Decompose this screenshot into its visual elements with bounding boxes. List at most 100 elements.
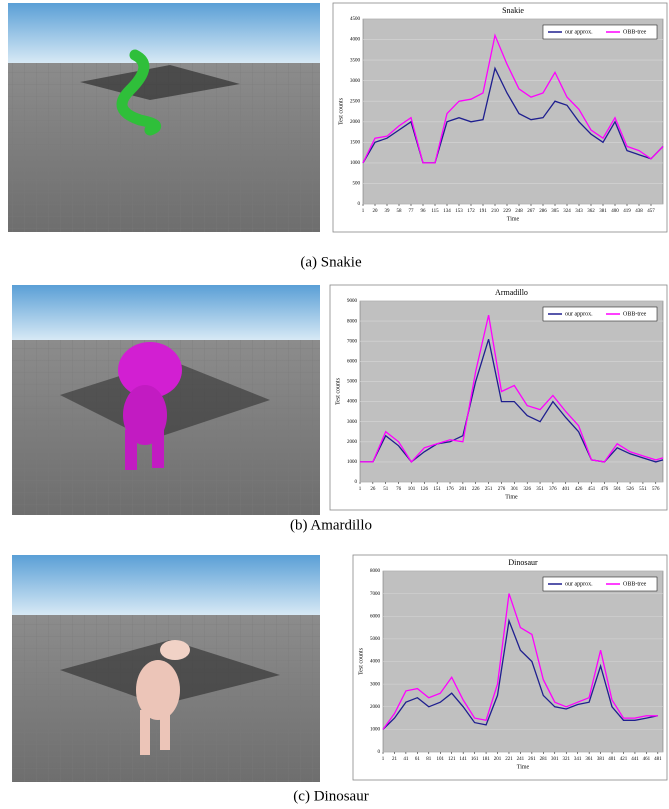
x-tick-label: 251 <box>485 487 493 492</box>
x-axis-label: Time <box>517 764 530 770</box>
x-tick-label: 161 <box>471 757 479 762</box>
x-tick-label: 321 <box>562 757 570 762</box>
x-tick-label: 248 <box>515 209 523 214</box>
y-tick-label: 2000 <box>350 120 361 125</box>
x-tick-label: 141 <box>459 757 467 762</box>
x-tick-label: 301 <box>511 487 519 492</box>
x-axis-label: Time <box>505 494 518 500</box>
x-tick-label: 126 <box>421 487 429 492</box>
y-tick-label: 1000 <box>350 161 361 166</box>
y-tick-label: 4000 <box>350 38 361 43</box>
y-tick-label: 3000 <box>347 420 358 425</box>
x-tick-label: 101 <box>437 757 445 762</box>
y-tick-label: 8000 <box>370 569 381 574</box>
chart: Snakie0500100015002000250030003500400045… <box>333 3 667 232</box>
y-tick-label: 7000 <box>370 592 381 597</box>
x-tick-label: 324 <box>563 209 571 214</box>
x-tick-label: 58 <box>397 209 403 214</box>
legend-label: our approx. <box>565 29 593 35</box>
y-tick-label: 6000 <box>347 359 358 364</box>
x-tick-label: 61 <box>415 757 421 762</box>
x-tick-label: 361 <box>585 757 593 762</box>
screenshot <box>12 555 320 782</box>
y-tick-label: 2000 <box>347 440 358 445</box>
y-tick-label: 3000 <box>350 79 361 84</box>
chart-title: Snakie <box>502 6 524 15</box>
y-tick-label: 3000 <box>370 682 381 687</box>
x-tick-label: 115 <box>431 209 439 214</box>
x-tick-label: 41 <box>403 757 409 762</box>
y-tick-label: 2000 <box>370 705 381 710</box>
x-tick-label: 76 <box>396 487 402 492</box>
x-tick-label: 401 <box>608 757 616 762</box>
x-tick-label: 181 <box>482 757 490 762</box>
y-tick-label: 9000 <box>347 299 358 304</box>
x-tick-label: 351 <box>536 487 544 492</box>
chart: Armadillo0100020003000400050006000700080… <box>330 285 667 510</box>
chart-title: Dinosaur <box>508 558 538 567</box>
x-tick-label: 481 <box>654 757 662 762</box>
x-tick-label: 81 <box>426 757 432 762</box>
x-tick-label: 343 <box>575 209 583 214</box>
y-axis-label: Test counts <box>335 377 341 405</box>
x-tick-label: 26 <box>370 487 376 492</box>
x-tick-label: 21 <box>392 757 398 762</box>
chart: Dinosaur01000200030004000500060007000800… <box>353 555 667 780</box>
x-tick-label: 286 <box>539 209 547 214</box>
x-tick-label: 229 <box>503 209 511 214</box>
y-tick-label: 5000 <box>370 637 381 642</box>
x-tick-label: 376 <box>549 487 557 492</box>
y-tick-label: 500 <box>353 182 361 187</box>
x-tick-label: 341 <box>574 757 582 762</box>
x-tick-label: 226 <box>472 487 480 492</box>
x-tick-label: 96 <box>421 209 427 214</box>
y-tick-label: 6000 <box>370 614 381 619</box>
x-tick-label: 221 <box>505 757 513 762</box>
x-tick-label: 326 <box>523 487 531 492</box>
legend-label: OBB-tree <box>623 29 647 35</box>
x-tick-label: 101 <box>408 487 416 492</box>
x-tick-label: 400 <box>611 209 619 214</box>
x-tick-label: 362 <box>587 209 595 214</box>
x-tick-label: 451 <box>588 487 596 492</box>
y-axis-label: Test counts <box>358 647 364 675</box>
x-tick-label: 551 <box>639 487 647 492</box>
x-tick-label: 461 <box>643 757 651 762</box>
x-tick-label: 441 <box>631 757 639 762</box>
x-tick-label: 121 <box>448 757 456 762</box>
x-tick-label: 281 <box>540 757 548 762</box>
x-tick-label: 191 <box>479 209 487 214</box>
x-tick-label: 381 <box>597 757 605 762</box>
y-tick-label: 4000 <box>370 660 381 665</box>
x-tick-label: 176 <box>446 487 454 492</box>
y-tick-label: 1500 <box>350 140 361 145</box>
y-tick-label: 8000 <box>347 319 358 324</box>
figure: (a) Snakie (b) Amardillo (c) Dinosaur Sn… <box>0 0 669 809</box>
legend-label: our approx. <box>565 311 593 317</box>
x-tick-label: 476 <box>601 487 609 492</box>
x-tick-label: 381 <box>599 209 607 214</box>
x-tick-label: 51 <box>383 487 389 492</box>
x-tick-label: 301 <box>551 757 559 762</box>
y-axis-label: Test counts <box>338 97 344 125</box>
x-tick-label: 526 <box>626 487 634 492</box>
x-tick-label: 77 <box>409 209 415 214</box>
x-tick-label: 421 <box>620 757 628 762</box>
x-tick-label: 172 <box>467 209 475 214</box>
y-tick-label: 1000 <box>347 460 358 465</box>
caption: (a) Snakie <box>300 254 362 270</box>
x-tick-label: 501 <box>613 487 621 492</box>
y-tick-label: 4500 <box>350 17 361 22</box>
x-tick-label: 39 <box>385 209 391 214</box>
legend-label: our approx. <box>565 581 593 587</box>
legend-label: OBB-tree <box>623 581 647 587</box>
y-tick-label: 5000 <box>347 380 358 385</box>
x-tick-label: 305 <box>551 209 559 214</box>
x-tick-label: 276 <box>498 487 506 492</box>
chart-title: Armadillo <box>495 288 528 297</box>
x-tick-label: 210 <box>491 209 499 214</box>
x-tick-label: 20 <box>373 209 379 214</box>
x-tick-label: 201 <box>494 757 502 762</box>
screenshot <box>12 285 320 515</box>
y-tick-label: 4000 <box>347 400 358 405</box>
